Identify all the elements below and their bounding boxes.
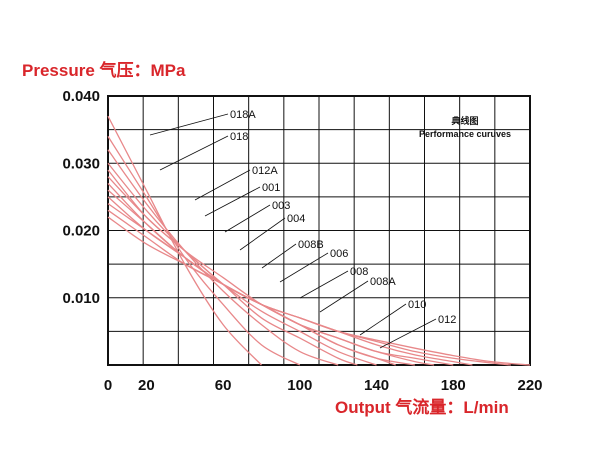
curve-012A [107, 149, 339, 366]
curve-label: 018A [230, 109, 256, 121]
curve-label: 008A [370, 276, 396, 288]
curve-label: 010 [408, 299, 426, 311]
x-tick-label: 140 [364, 377, 389, 394]
x-tick-label: 20 [138, 377, 155, 394]
leader-line [319, 280, 369, 313]
x-tick-label: 220 [517, 377, 542, 394]
curves [107, 115, 531, 366]
curve-label: 012 [438, 314, 456, 326]
x-axis-title: Output 气流量：L/min [335, 397, 509, 417]
curve-008B [107, 182, 416, 366]
curve-label: 001 [262, 182, 280, 194]
leader-line [149, 113, 229, 136]
curve-018A [107, 115, 262, 366]
leader-line [224, 204, 271, 233]
leader-line [279, 252, 329, 283]
leader-line [359, 303, 407, 336]
curve-018 [107, 136, 301, 366]
grid [107, 95, 531, 366]
leader-line [379, 318, 437, 349]
leader-line [194, 169, 251, 201]
curve-label: 012A [252, 165, 278, 177]
leader-line [159, 135, 229, 171]
y-tick-label: 0.010 [62, 290, 100, 307]
curve-001 [107, 162, 358, 366]
curve-label: 003 [272, 200, 290, 212]
curve-012 [107, 216, 531, 366]
y-tick-label: 0.040 [62, 88, 100, 105]
x-tick-label: 60 [215, 377, 232, 394]
x-tick-label: 0 [104, 377, 112, 394]
y-ticks: 0.040 0.030 0.020 0.010 [62, 88, 100, 307]
curve-label: 008B [298, 239, 324, 251]
leader-line [204, 186, 261, 217]
y-axis-title: Pressure 气压：MPa [22, 60, 186, 80]
curve-label: 006 [330, 248, 348, 260]
y-tick-label: 0.030 [62, 155, 100, 172]
x-tick-label: 100 [287, 377, 312, 394]
x-ticks: 0 20 60 100 140 180 220 [104, 377, 543, 394]
leader-line [299, 270, 349, 299]
leader-line [239, 217, 286, 251]
curve-label: 018 [230, 131, 248, 143]
x-tick-label: 180 [441, 377, 466, 394]
curve-label: 008 [350, 266, 368, 278]
plot-frame [107, 95, 531, 366]
legend-title-cn: 典线图 [451, 115, 478, 126]
y-tick-label: 0.020 [62, 223, 100, 240]
curve-label: 004 [287, 213, 305, 225]
leader-line [261, 243, 297, 269]
legend-title-en: Performance curuves [419, 129, 511, 139]
